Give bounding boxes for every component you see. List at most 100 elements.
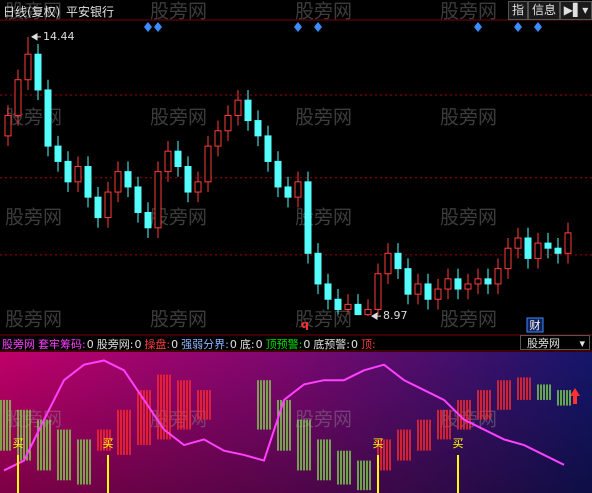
- indicator-line: [3, 359, 565, 472]
- watermark: 股旁网: [295, 207, 352, 229]
- watermark: 股旁网: [150, 107, 207, 129]
- buy-label: 买: [453, 437, 464, 450]
- candle-body: [234, 99, 242, 116]
- candle-body: [184, 166, 192, 193]
- legend-name: 操盘:: [144, 338, 171, 351]
- legend-value: 0: [134, 338, 142, 351]
- candle-body: [44, 89, 52, 147]
- candle-body: [24, 53, 32, 81]
- watermark: 股旁网: [440, 207, 497, 229]
- annotation-arrow: [371, 312, 381, 320]
- period: 日线(复权): [3, 5, 61, 19]
- buy-label: 买: [13, 437, 24, 450]
- watermark: 股旁网: [150, 309, 207, 331]
- watermark: 股旁网: [440, 409, 497, 431]
- signal-diamond: [314, 22, 322, 32]
- legend-name: 套牢筹码:: [38, 338, 86, 351]
- indicator-shade: [0, 352, 592, 493]
- legend-title: 股旁网: [2, 338, 35, 351]
- finance-box: [526, 317, 544, 333]
- candle-body: [204, 145, 212, 183]
- candle-body: [4, 114, 12, 137]
- header: 日线(复权) 平安银行 指 信息 ▶▌▾: [0, 0, 592, 20]
- menu-button[interactable]: ▶▌▾: [560, 1, 592, 20]
- indicator-legend: 股旁网 套牢筹码:0 股旁网:0 操盘:0 强弱分界:0 底:0 顶预警:0 底预警:0 顶:: [2, 336, 377, 351]
- candle-body: [564, 232, 572, 254]
- candle-body: [194, 181, 202, 193]
- watermark: 股旁网: [440, 107, 497, 129]
- watermark: 股旁网: [5, 1, 62, 23]
- candle-body: [544, 242, 552, 249]
- signal-diamond: [514, 22, 522, 32]
- candle-body: [394, 252, 402, 270]
- candle-body: [464, 283, 472, 290]
- watermark: 股旁网: [440, 1, 497, 23]
- signal-diamond: [534, 22, 542, 32]
- candle-body: [164, 150, 172, 173]
- watermark: 股旁网: [150, 1, 207, 23]
- candle-body: [554, 247, 562, 254]
- buy-label: 买: [373, 437, 384, 450]
- candle-body: [14, 79, 22, 116]
- up-arrow: [570, 388, 580, 404]
- candle-body: [144, 211, 152, 229]
- legend-name: 底:: [239, 338, 255, 351]
- candle-body: [434, 288, 442, 300]
- watermark: 股旁网: [295, 107, 352, 129]
- candle-body: [524, 237, 532, 259]
- candle-body: [224, 114, 232, 132]
- legend-name: 强弱分界:: [181, 338, 229, 351]
- watermark: 股旁网: [440, 309, 497, 331]
- candle-body: [514, 237, 522, 249]
- candle-body: [484, 278, 492, 285]
- candle-body: [344, 303, 352, 310]
- watermark: 股旁网: [5, 309, 62, 331]
- candle-body: [334, 298, 342, 310]
- candle-body: [34, 53, 42, 91]
- candle-body: [214, 130, 222, 147]
- q-marker: q: [301, 318, 309, 331]
- candle-body: [54, 145, 62, 162]
- candle-body: [244, 99, 252, 122]
- signal-diamond: [144, 22, 152, 32]
- legend-value: 0: [171, 338, 179, 351]
- stock-name: 平安银行: [66, 5, 115, 19]
- candle-body: [364, 308, 372, 316]
- signal-diamond: [294, 22, 302, 32]
- candle-body: [354, 303, 362, 316]
- price-annotation: 14.44: [43, 30, 75, 43]
- candle-body: [264, 135, 272, 162]
- candle-body: [64, 160, 72, 183]
- price-annotation: 8.97: [383, 309, 408, 322]
- candle-body: [414, 283, 422, 295]
- candle-body: [384, 252, 392, 275]
- candle-body: [304, 181, 312, 254]
- legend-value: 0: [255, 338, 263, 351]
- watermark: 股旁网: [5, 107, 62, 129]
- candle-body: [94, 196, 102, 219]
- candle-body: [254, 120, 262, 137]
- legend-name: 顶预警:: [265, 338, 303, 351]
- legend-name: 股旁网:: [96, 338, 134, 351]
- candle-body: [494, 268, 502, 285]
- info-button[interactable]: 信息: [528, 1, 560, 20]
- annotation-arrow: [31, 32, 41, 41]
- finance-label: 财: [530, 318, 541, 332]
- selector-label: 股旁网: [527, 337, 560, 350]
- candle-body: [444, 278, 452, 290]
- candle-body: [124, 171, 132, 188]
- candle-body: [274, 160, 282, 188]
- index-button[interactable]: 指: [508, 1, 528, 20]
- candle-body: [314, 252, 322, 285]
- candle-body: [174, 150, 182, 168]
- candle-body: [104, 191, 112, 219]
- buy-label: 买: [103, 437, 114, 450]
- candle-body: [374, 273, 382, 310]
- indicator-selector[interactable]: 股旁网 ▾: [520, 335, 590, 350]
- watermark: 股旁网: [150, 207, 207, 229]
- watermark: 股旁网: [5, 207, 62, 229]
- signal-diamond: [154, 22, 162, 32]
- signal-diamond: [474, 22, 482, 32]
